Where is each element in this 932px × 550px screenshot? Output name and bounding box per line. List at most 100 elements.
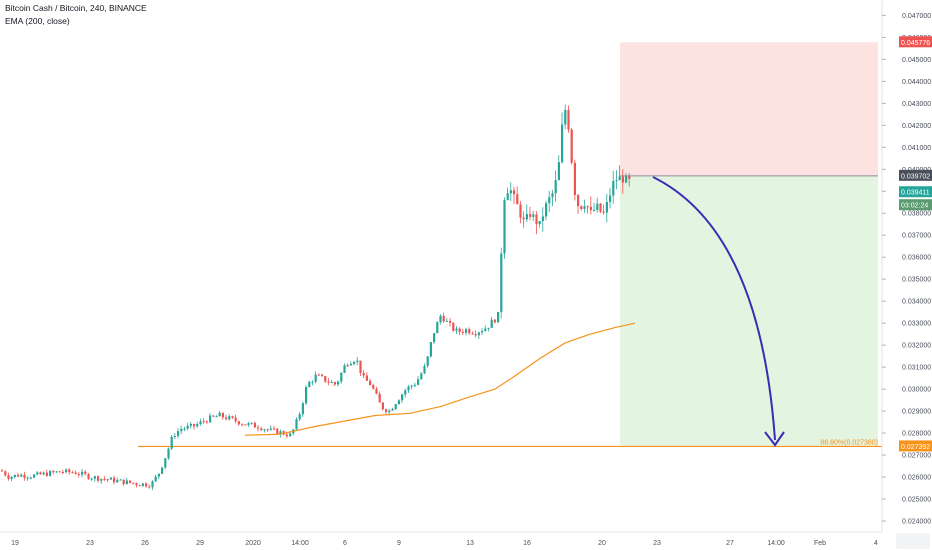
candle-body (359, 360, 362, 373)
candle-body (532, 214, 535, 217)
candle-body (541, 216, 544, 222)
candle-body (269, 428, 272, 430)
price-tick-label: 0.045000 (902, 57, 931, 64)
candle-body (628, 176, 631, 179)
candle-body (599, 203, 602, 212)
candle-body (538, 221, 541, 225)
time-tick-label: 27 (726, 540, 734, 547)
candle-body (205, 421, 208, 423)
candle-body (244, 424, 247, 426)
candle-body (321, 374, 324, 377)
candle-body (356, 360, 359, 362)
candle-body (362, 372, 365, 376)
candle-body (593, 209, 596, 211)
candle-body (372, 385, 375, 389)
candle-body (401, 394, 404, 401)
candle-body (468, 329, 471, 334)
candle-body (516, 194, 519, 205)
candle-body (577, 194, 580, 207)
candle-body (109, 477, 112, 480)
candle-body (36, 472, 39, 475)
candle-body (125, 480, 128, 485)
price-tick-label: 0.025000 (902, 497, 931, 504)
candle-body (602, 211, 605, 213)
candle-body (81, 471, 84, 475)
candle-body (113, 477, 116, 483)
candle-body (164, 458, 167, 468)
candle-body (567, 109, 570, 130)
candle-body (625, 176, 628, 183)
candle-body (52, 471, 55, 473)
candle-body (93, 476, 96, 479)
candle-body (228, 416, 231, 420)
candle-body (449, 320, 452, 323)
candle-body (609, 195, 612, 202)
candle-body (161, 467, 164, 474)
candle-body (410, 385, 413, 387)
candle-body (132, 482, 135, 484)
price-tick-label: 0.032000 (902, 343, 931, 350)
price-tick-label: 0.044000 (902, 79, 931, 86)
candle-body (394, 404, 397, 409)
candle-body (487, 327, 490, 329)
candle-body (465, 329, 468, 333)
candle-body (481, 331, 484, 333)
price-tick-label: 0.041000 (902, 145, 931, 152)
fib-price-badge-text: 0.027392 (901, 444, 930, 451)
candle-body (423, 365, 426, 374)
ema-200-line (244, 322, 636, 436)
candle-body (429, 342, 432, 357)
price-tick-label: 0.043000 (902, 101, 931, 108)
candle-body (509, 190, 512, 194)
candle-body (20, 474, 23, 477)
candle-body (90, 478, 93, 480)
candle-body (554, 180, 557, 194)
candle-body (221, 412, 224, 418)
candle-body (116, 480, 119, 483)
candle-body (346, 365, 349, 367)
candle-body (561, 124, 564, 163)
candle-body (273, 428, 276, 430)
candle-body (71, 472, 74, 474)
candle-body (461, 331, 464, 333)
candle-body (253, 422, 256, 428)
price-tick-label: 0.026000 (902, 475, 931, 482)
candle-body (330, 382, 333, 384)
candle-body (148, 486, 151, 488)
candle-body (605, 201, 608, 213)
candle-body (61, 472, 64, 474)
candle-body (589, 206, 592, 211)
time-tick-label: 2020 (245, 540, 261, 547)
price-tick-label: 0.024000 (902, 519, 931, 526)
candle-body (151, 481, 154, 488)
time-tick-label: Feb (814, 540, 826, 547)
candle-body (77, 474, 80, 476)
price-tick-label: 0.028000 (902, 431, 931, 438)
candle-body (353, 361, 356, 364)
candle-body (289, 433, 292, 437)
candle-body (522, 217, 525, 220)
candle-body (340, 372, 343, 382)
candle-body (138, 485, 141, 487)
current-price-badge-text: 0.039411 (901, 190, 930, 197)
candle-body (621, 176, 624, 183)
candle-body (436, 322, 439, 334)
candle-body (39, 472, 42, 475)
candle-body (474, 333, 477, 336)
candle-body (4, 471, 7, 476)
candle-body (583, 206, 586, 210)
candle-body (500, 253, 503, 312)
candle-body (305, 387, 308, 404)
candle-body (391, 408, 394, 411)
candle-body (580, 206, 583, 210)
current-price-badge (899, 186, 932, 198)
candle-body (506, 193, 509, 201)
candle-body (455, 328, 458, 331)
fib-level-label: 88.60%(0.027360) (820, 439, 878, 446)
candle-body (189, 423, 192, 426)
fib-price-badge (899, 440, 932, 452)
candle-body (378, 393, 381, 403)
candle-body (381, 402, 384, 410)
candle-body (349, 363, 352, 366)
